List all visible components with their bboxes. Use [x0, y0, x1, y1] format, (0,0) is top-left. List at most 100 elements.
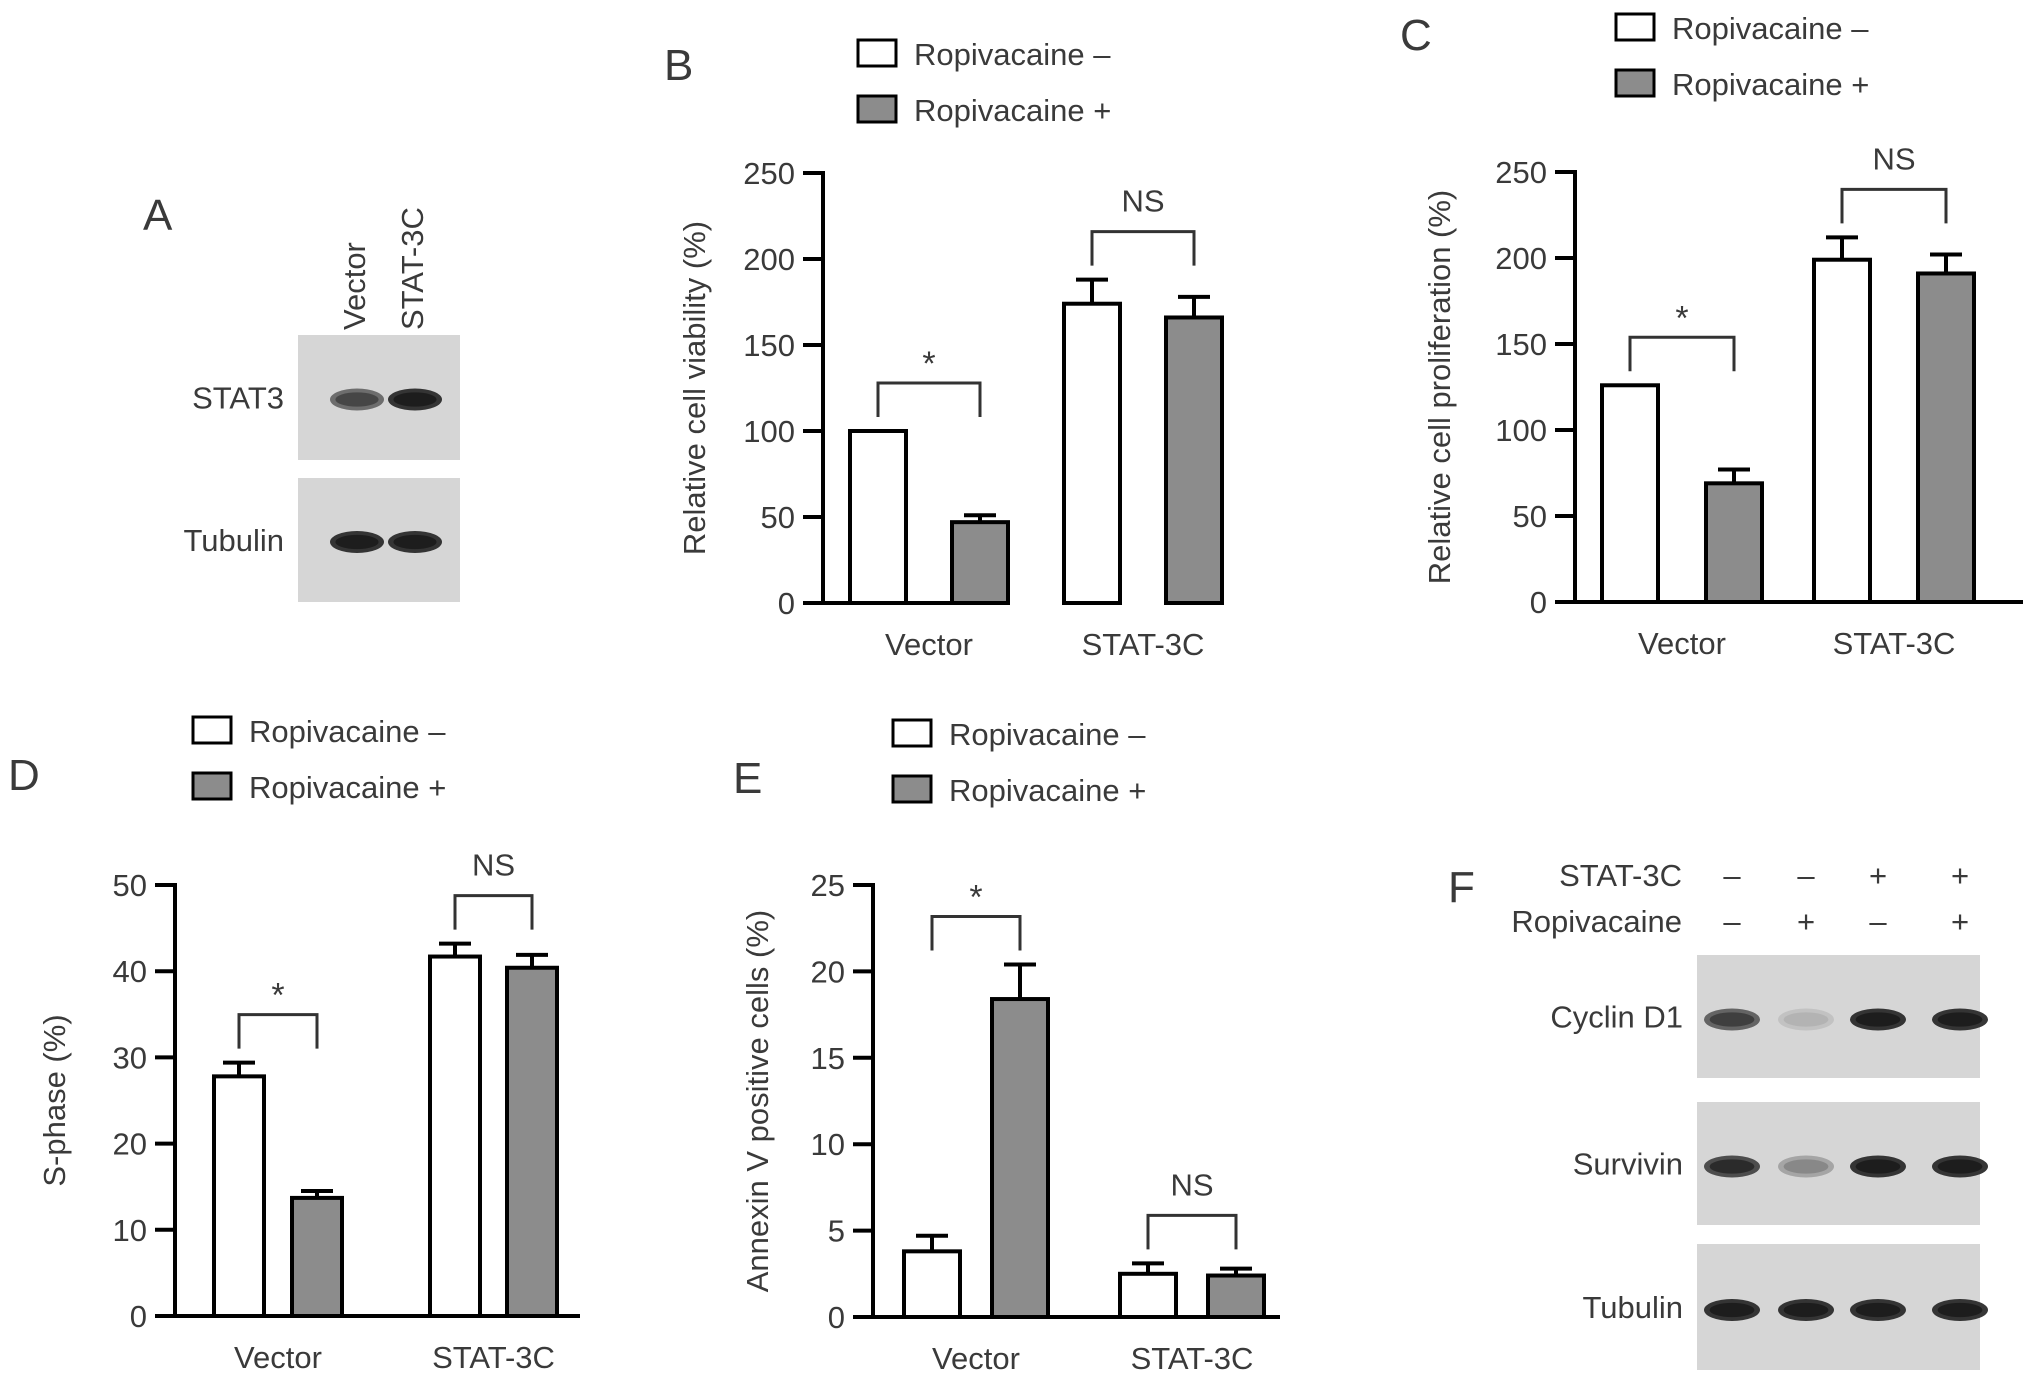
- x-category-label: Vector: [234, 1340, 322, 1375]
- y-tick-label: 200: [1495, 241, 1547, 276]
- bar-vector-control: [212, 1074, 266, 1319]
- significance-bracket: [1146, 1213, 1238, 1250]
- condition-sign: –: [1797, 858, 1815, 893]
- significance-label: NS: [472, 848, 515, 883]
- y-tick-label: 0: [778, 586, 795, 621]
- condition-sign: +: [1797, 904, 1815, 939]
- panel-letter-e: E: [733, 754, 762, 803]
- bar-stat-3c-control: [428, 954, 482, 1319]
- blot-label: Survivin: [1573, 1147, 1683, 1182]
- significance-label: *: [1675, 299, 1688, 337]
- x-category-label: Vector: [885, 627, 973, 662]
- blot-label: Tubulin: [1582, 1290, 1683, 1325]
- protein-band-core: [335, 392, 379, 407]
- chart-panel-c: Ropivacaine – Ropivacaine + 0 50 100 150 200 25…: [1422, 11, 2023, 661]
- protein-band-core: [1783, 1302, 1829, 1318]
- y-tick-label: 200: [743, 242, 795, 277]
- blot-panel-f: STAT-3C – – + + Ropivacaine – + – + Cyclin D1 Survi…: [1511, 858, 1988, 1370]
- protein-band: [1778, 1008, 1834, 1031]
- y-axis-label: Relative cell viability (%): [677, 221, 712, 555]
- blot-label: STAT3: [192, 381, 284, 416]
- blot-panel-a: Vector STAT-3C STAT3 Tubulin: [183, 207, 460, 602]
- protein-band: [1704, 1008, 1760, 1031]
- legend-swatch: [891, 718, 933, 748]
- y-tick-label: 0: [828, 1300, 845, 1335]
- y-tick-label: 40: [113, 954, 147, 989]
- protein-band-core: [1937, 1302, 1983, 1318]
- y-tick-label: 150: [1495, 327, 1547, 362]
- legend-label: Ropivacaine +: [249, 770, 446, 805]
- chart-panel-e: Ropivacaine – Ropivacaine + 0 5 10 15 20 25 Anne…: [740, 717, 1280, 1376]
- bar-stat-3c-control: [1118, 1271, 1178, 1320]
- x-category-label: Vector: [1638, 626, 1726, 661]
- legend-swatch: [191, 715, 233, 745]
- y-tick-label: 25: [811, 868, 845, 903]
- legend-swatch: [856, 94, 898, 124]
- x-category-label: STAT-3C: [1131, 1341, 1254, 1376]
- legend-label: Ropivacaine +: [914, 93, 1111, 128]
- legend-label: Ropivacaine +: [1672, 67, 1869, 102]
- legend-swatch: [191, 771, 233, 801]
- significance-label: *: [922, 345, 935, 383]
- y-tick-label: 50: [1513, 499, 1547, 534]
- significance-bracket: [237, 1013, 319, 1049]
- significance-label: NS: [1170, 1167, 1213, 1202]
- blot-label: Cyclin D1: [1550, 1000, 1683, 1035]
- y-tick-label: 50: [761, 500, 795, 535]
- condition-sign: +: [1869, 858, 1887, 893]
- legend-label: Ropivacaine –: [914, 37, 1111, 72]
- chart-panel-b: Ropivacaine – Ropivacaine + 0 50 100 150 200 25…: [677, 37, 1224, 662]
- western-blots: Vector STAT-3C STAT3 Tubulin STAT-3C – – + + Ropi…: [183, 207, 1988, 1370]
- bar-stat-3c-treated: [1206, 1273, 1266, 1319]
- protein-band-core: [1783, 1012, 1829, 1027]
- bar-stat-3c-treated: [1164, 315, 1224, 605]
- protein-band: [1778, 1155, 1834, 1178]
- y-axis-label: Annexin V positive cells (%): [740, 910, 775, 1293]
- legend-swatch: [1614, 12, 1656, 42]
- protein-band-core: [1709, 1159, 1755, 1174]
- bar-vector-treated: [1704, 481, 1764, 605]
- legend-swatch: [856, 38, 898, 68]
- y-tick-label: 10: [113, 1213, 147, 1248]
- y-tick-label: 150: [743, 328, 795, 363]
- protein-band-core: [393, 534, 437, 550]
- condition-label: Ropivacaine: [1511, 904, 1682, 939]
- protein-band-core: [335, 534, 379, 550]
- panel-letter-b: B: [664, 41, 693, 90]
- bar-stat-3c-control: [1812, 257, 1872, 604]
- chart-panel-d: Ropivacaine – Ropivacaine + 0 10 20 30 40 50 S-p…: [37, 714, 580, 1375]
- protein-band-core: [1855, 1012, 1901, 1027]
- protein-band-core: [1855, 1159, 1901, 1174]
- significance-bracket: [453, 894, 534, 930]
- panel-letter-a: A: [143, 191, 173, 240]
- y-tick-label: 30: [113, 1040, 147, 1075]
- bar-vector-control: [902, 1249, 962, 1320]
- significance-bracket: [930, 914, 1022, 951]
- bar-vector-control: [1600, 383, 1660, 604]
- protein-band-core: [1855, 1302, 1901, 1318]
- condition-sign: –: [1723, 858, 1741, 893]
- condition-sign: +: [1951, 858, 1969, 893]
- blot-label: Tubulin: [183, 523, 284, 558]
- legend-label: Ropivacaine +: [949, 773, 1146, 808]
- x-category-label: Vector: [932, 1341, 1020, 1376]
- y-tick-label: 100: [743, 414, 795, 449]
- bar-vector-treated: [290, 1195, 344, 1319]
- panel-letter-c: C: [1400, 11, 1432, 60]
- significance-bracket: [1840, 187, 1948, 224]
- x-category-label: STAT-3C: [1833, 626, 1956, 661]
- y-tick-label: 250: [743, 156, 795, 191]
- legend-label: Ropivacaine –: [249, 714, 446, 749]
- protein-band-core: [1709, 1012, 1755, 1027]
- legend-label: Ropivacaine –: [949, 717, 1146, 752]
- condition-sign: –: [1723, 904, 1741, 939]
- y-tick-label: 0: [130, 1299, 147, 1334]
- y-tick-label: 100: [1495, 413, 1547, 448]
- protein-band-core: [1783, 1159, 1829, 1174]
- panel-letter-d: D: [8, 751, 40, 800]
- protein-band-core: [393, 392, 437, 407]
- y-tick-label: 5: [828, 1214, 845, 1249]
- y-tick-label: 15: [811, 1041, 845, 1076]
- legend-label: Ropivacaine –: [1672, 11, 1869, 46]
